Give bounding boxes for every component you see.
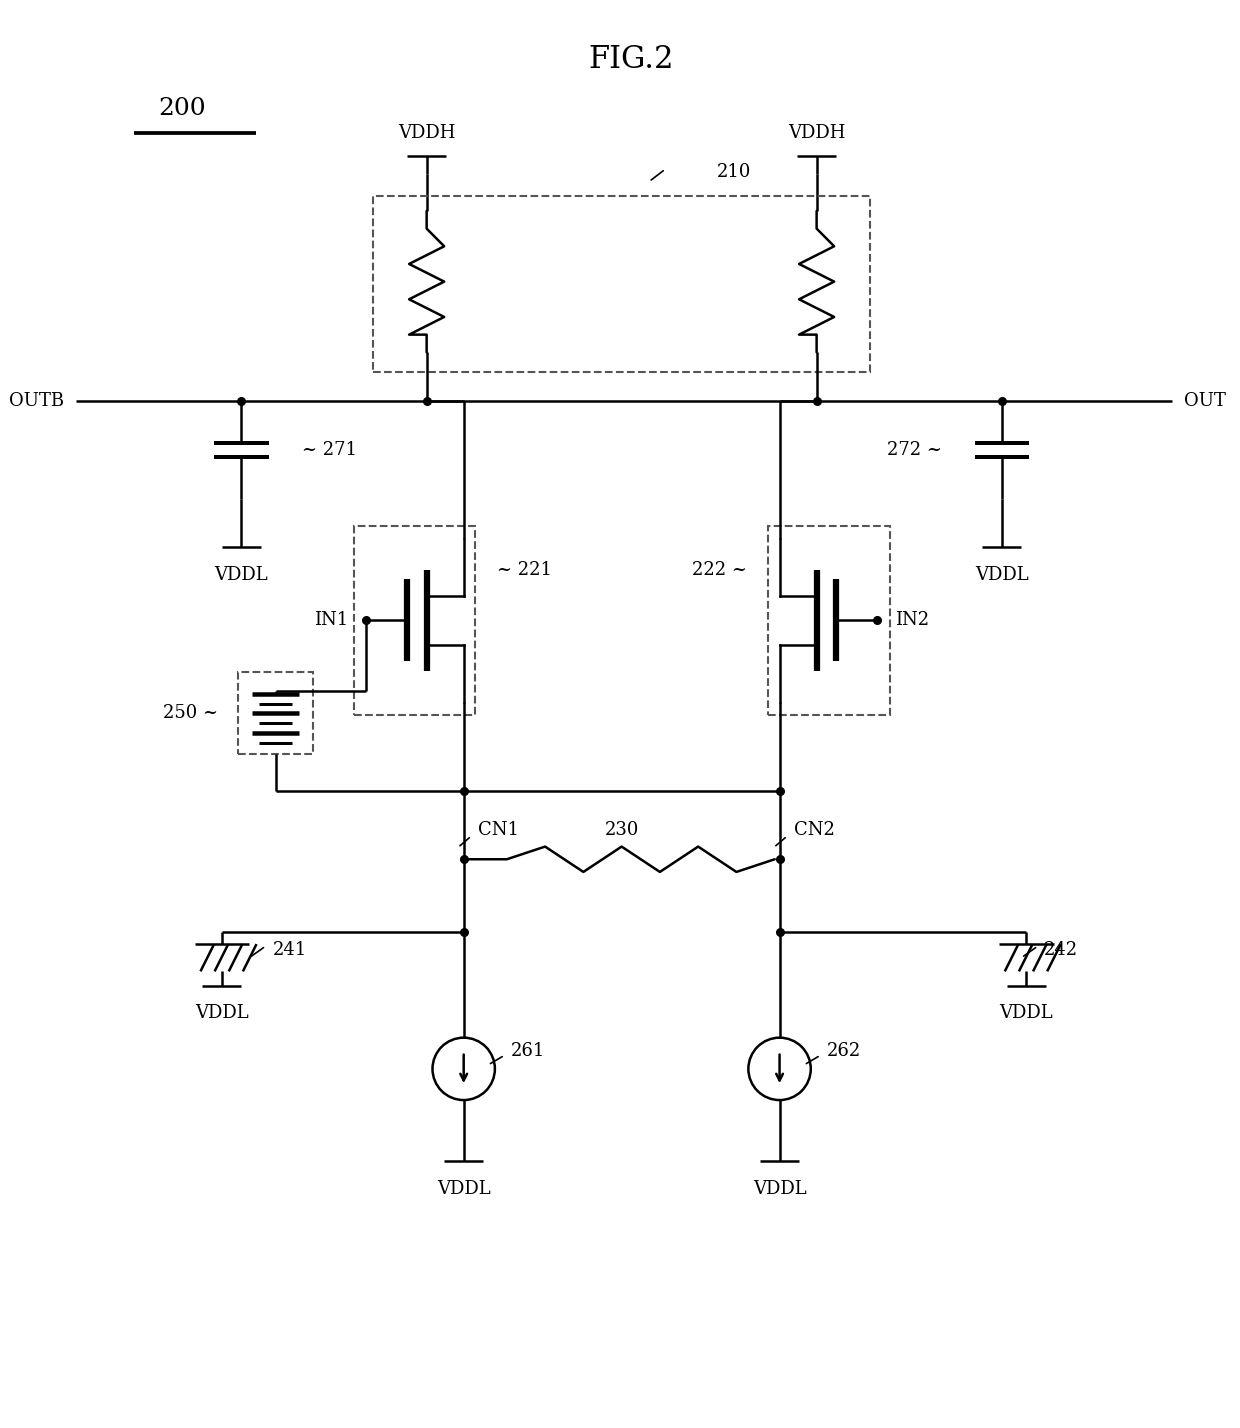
- Bar: [238, 673, 312, 754]
- Text: 262: 262: [826, 1042, 861, 1061]
- Text: VDDH: VDDH: [398, 124, 455, 141]
- Text: VDDL: VDDL: [195, 1004, 249, 1022]
- Text: OUTB: OUTB: [9, 393, 64, 410]
- Text: ~ 271: ~ 271: [301, 441, 357, 458]
- Text: 200: 200: [159, 97, 206, 120]
- Text: 242: 242: [1044, 941, 1078, 960]
- Text: 210: 210: [717, 163, 751, 181]
- Text: 261: 261: [511, 1042, 544, 1061]
- Bar: [768, 526, 890, 715]
- Text: VDDL: VDDL: [999, 1004, 1053, 1022]
- Text: VDDL: VDDL: [753, 1180, 806, 1198]
- Text: VDDL: VDDL: [436, 1180, 491, 1198]
- Text: 272 ~: 272 ~: [887, 441, 941, 458]
- Text: 241: 241: [273, 941, 306, 960]
- Text: OUT: OUT: [1184, 393, 1226, 410]
- Text: 222 ~: 222 ~: [692, 561, 746, 578]
- Bar: [373, 196, 870, 371]
- Text: CN1: CN1: [479, 821, 520, 840]
- Text: VDDH: VDDH: [787, 124, 846, 141]
- Text: 250 ~: 250 ~: [162, 704, 218, 723]
- Text: FIG.2: FIG.2: [589, 44, 675, 76]
- Text: IN2: IN2: [894, 611, 929, 630]
- Text: VDDL: VDDL: [975, 565, 1029, 584]
- Bar: [353, 526, 475, 715]
- Text: VDDL: VDDL: [215, 565, 268, 584]
- Text: 230: 230: [604, 821, 639, 840]
- Text: IN1: IN1: [315, 611, 348, 630]
- Text: CN2: CN2: [794, 821, 835, 840]
- Text: ~ 221: ~ 221: [497, 561, 552, 578]
